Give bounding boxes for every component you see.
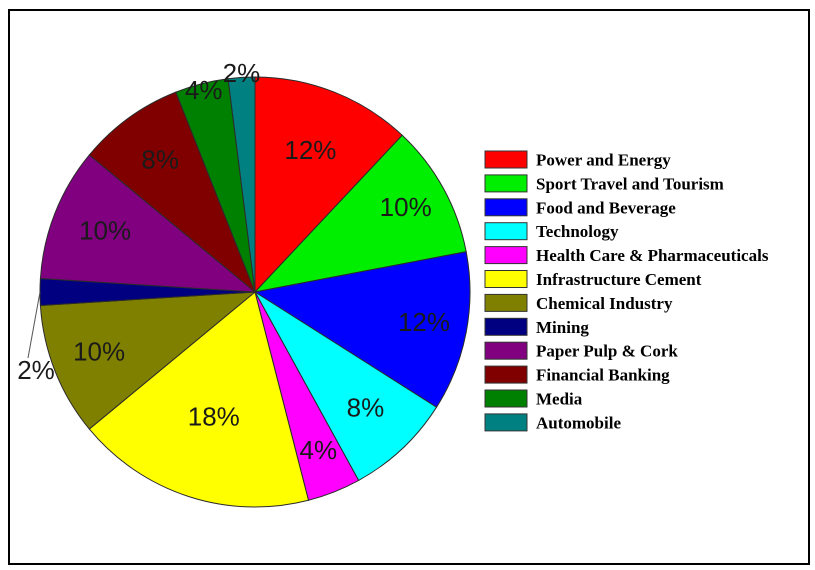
slice-label-food-and-beverage: 12%	[398, 307, 450, 337]
legend-swatch-health-care-pharmaceuticals	[484, 246, 528, 265]
legend-label-mining: Mining	[536, 318, 589, 337]
legend-swatch-infrastructure-cement	[484, 270, 528, 288]
slice-label-power-and-energy: 12%	[284, 135, 336, 165]
legend-label-chemical-industry: Chemical Industry	[536, 294, 673, 313]
slice-label-technology: 8%	[347, 392, 385, 422]
legend-label-media: Media	[536, 390, 583, 409]
slice-paper-pulp-cork	[39, 154, 257, 293]
legend-label-technology: Technology	[536, 222, 619, 241]
slice-chemical-industry	[39, 291, 257, 430]
legend-swatch-automobile	[484, 413, 528, 432]
legend-swatch-sport-travel-and-tourism	[484, 174, 528, 193]
legend: Power and Energy Sport Travel and Tourism…	[484, 150, 769, 432]
slice-label-sport-travel-and-tourism: 10%	[380, 192, 432, 222]
legend-label-power-and-energy: Power and Energy	[536, 151, 671, 170]
legend-label-automobile: Automobile	[536, 413, 621, 432]
leader-line-mining	[27, 291, 41, 359]
legend-swatch-power-and-energy	[484, 150, 528, 169]
slice-label-health-care-pharmaceuticals: 4%	[300, 435, 338, 465]
slice-technology	[254, 291, 438, 482]
slice-sport-travel-and-tourism	[253, 134, 467, 293]
slice-label-mining: 2%	[17, 355, 55, 385]
slice-label-paper-pulp-cork: 10%	[79, 215, 131, 245]
legend-swatch-media	[484, 389, 528, 408]
slice-label-infrastructure-cement: 18%	[188, 402, 240, 432]
legend-swatch-paper-pulp-cork	[484, 341, 528, 360]
legend-label-health-care-pharmaceuticals: Health Care & Pharmaceuticals	[536, 246, 769, 265]
legend-label-sport-travel-and-tourism: Sport Travel and Tourism	[536, 174, 724, 193]
legend-swatch-mining	[484, 317, 528, 336]
legend-label-financial-banking: Financial Banking	[536, 366, 670, 385]
legend-swatch-food-and-beverage	[484, 198, 528, 217]
legend-swatch-technology	[484, 222, 528, 241]
slice-financial-banking	[88, 91, 256, 293]
legend-label-infrastructure-cement: Infrastructure Cement	[536, 270, 702, 289]
slice-automobile	[227, 76, 256, 293]
legend-label-paper-pulp-cork: Paper Pulp & Cork	[536, 342, 678, 361]
slice-label-automobile: 2%	[223, 58, 261, 88]
slice-food-and-beverage	[253, 251, 471, 408]
slice-infrastructure-cement	[88, 291, 310, 508]
legend-swatch-chemical-industry	[484, 293, 528, 312]
pie-labels: 12%10%12%8%4%18%10%2%10%8%4%2%	[17, 58, 450, 465]
pie-slices	[39, 76, 471, 508]
slice-label-chemical-industry: 10%	[73, 337, 125, 367]
slice-label-financial-banking: 8%	[141, 144, 179, 174]
legend-swatch-financial-banking	[484, 365, 528, 384]
legend-label-food-and-beverage: Food and Beverage	[536, 198, 676, 217]
slice-power-and-energy	[254, 76, 403, 294]
slice-label-media: 4%	[185, 75, 223, 105]
